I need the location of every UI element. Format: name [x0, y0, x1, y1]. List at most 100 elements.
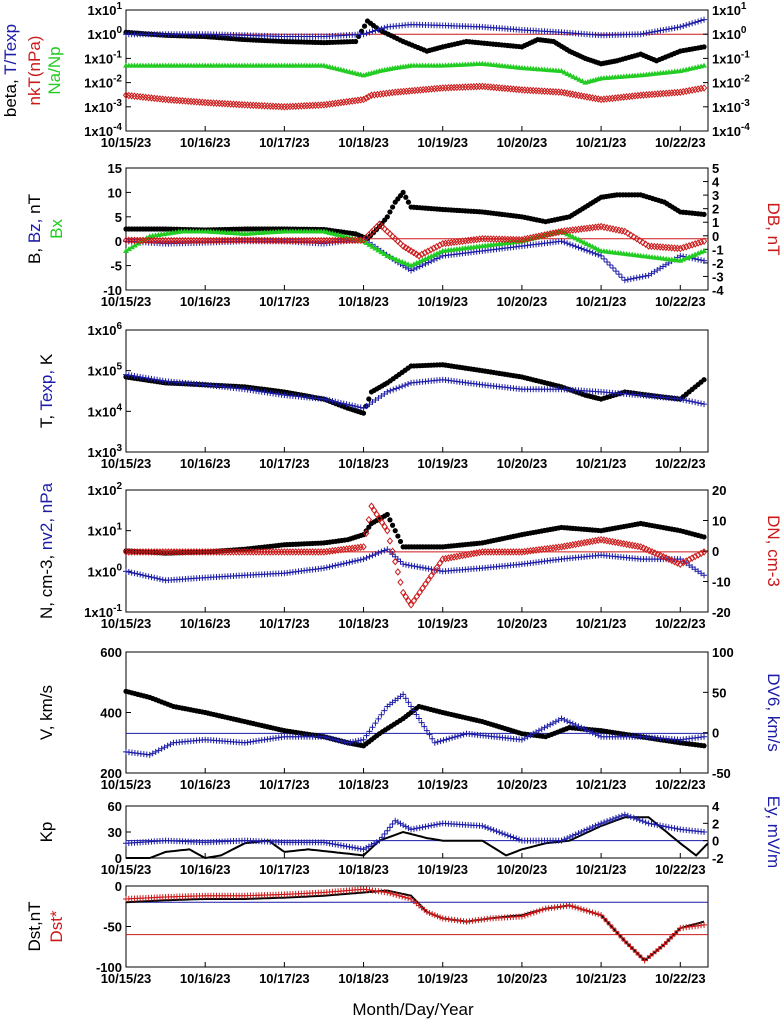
data-point	[691, 240, 699, 248]
panel-t: 1x103 1x104 1x105 1x106 10/15/23 10/16/23 10/1…	[37, 321, 709, 471]
data-point	[366, 241, 373, 247]
data-point	[603, 95, 610, 103]
data-point	[530, 546, 537, 555]
data-point	[527, 547, 534, 555]
x-tick-label: 10/21/23	[576, 616, 627, 631]
data-point	[422, 255, 429, 261]
data-point	[645, 820, 652, 827]
x-tick-label: 10/18/23	[338, 777, 389, 792]
data-point	[700, 548, 708, 556]
data-point	[375, 26, 382, 33]
data-point	[159, 576, 166, 583]
data-point	[320, 565, 327, 572]
data-point	[630, 814, 637, 821]
data-point	[680, 87, 687, 96]
x-tick-label: 10/15/23	[101, 971, 152, 986]
data-point	[354, 403, 361, 410]
data-point	[419, 257, 426, 263]
data-point	[164, 742, 171, 749]
data-point	[561, 69, 568, 75]
data-point	[148, 574, 155, 581]
plot-frame	[125, 805, 709, 859]
data-point	[439, 555, 446, 563]
data-point	[417, 564, 424, 571]
data-point	[383, 89, 390, 98]
data-point	[343, 98, 350, 106]
x-tick-label: 10/16/23	[180, 862, 231, 877]
data-point	[381, 547, 388, 554]
y-axis-label: T, Texp, K	[37, 353, 56, 428]
data-point	[457, 732, 464, 739]
data-point	[128, 244, 135, 250]
data-point	[422, 580, 429, 588]
data-point	[128, 569, 135, 576]
data-point	[338, 738, 345, 745]
data-point	[636, 236, 643, 245]
data-point	[386, 89, 393, 97]
data-point	[665, 25, 672, 32]
data-point	[439, 239, 446, 248]
y-tick-right: 0	[712, 834, 719, 849]
data-point	[575, 539, 582, 548]
data-point	[381, 24, 388, 31]
x-tick-label: 10/19/23	[417, 616, 468, 631]
data-point	[569, 541, 576, 549]
data-point	[518, 736, 525, 743]
data-point	[369, 552, 376, 559]
data-point	[378, 548, 385, 555]
y-tick-right: 4	[712, 799, 720, 814]
data-point	[425, 259, 432, 266]
data-point	[541, 231, 548, 239]
data-point	[423, 727, 430, 734]
data-point	[572, 540, 579, 549]
data-point	[413, 825, 420, 832]
data-point	[518, 548, 526, 556]
data-point	[586, 224, 593, 232]
y-axis-label: Na/Np	[45, 46, 64, 94]
x-tick-label: 10/16/23	[180, 971, 231, 986]
data-point	[701, 211, 707, 217]
data-point	[352, 403, 359, 410]
data-point	[538, 726, 545, 733]
data-point	[360, 31, 367, 38]
y-tick-right: 1x10-4	[712, 122, 750, 139]
y-tick-left: 1x10-1	[84, 603, 122, 620]
data-point	[323, 547, 330, 556]
data-point	[151, 574, 158, 581]
data-point	[692, 399, 699, 406]
data-point	[454, 733, 461, 740]
data-point	[433, 84, 441, 93]
data-point	[589, 537, 596, 546]
data-point	[395, 533, 401, 539]
data-point	[552, 543, 560, 552]
y-tick-left: 1x103	[88, 443, 123, 460]
data-point	[701, 257, 708, 264]
series-red	[122, 502, 708, 609]
data-point	[623, 92, 630, 101]
data-point	[579, 78, 586, 84]
data-point	[636, 274, 643, 281]
data-point	[357, 543, 364, 551]
data-point	[484, 825, 491, 832]
data-point	[691, 552, 699, 561]
y-tick-right: 1x10-2	[712, 74, 750, 91]
data-point	[518, 235, 526, 244]
data-point	[433, 821, 440, 828]
x-tick-label: 10/15/23	[101, 456, 152, 471]
data-point	[399, 242, 407, 250]
data-point	[592, 822, 599, 829]
series-red	[122, 220, 708, 260]
data-point	[564, 70, 571, 76]
data-point	[547, 721, 554, 728]
data-point	[373, 839, 380, 846]
data-point	[541, 724, 548, 731]
data-point	[467, 236, 475, 244]
data-point	[366, 29, 373, 36]
y-tick-right: -1	[712, 242, 724, 257]
y-tick-left: 5	[115, 210, 122, 225]
data-point	[425, 823, 432, 830]
data-point	[436, 241, 443, 249]
series-green	[123, 60, 708, 85]
